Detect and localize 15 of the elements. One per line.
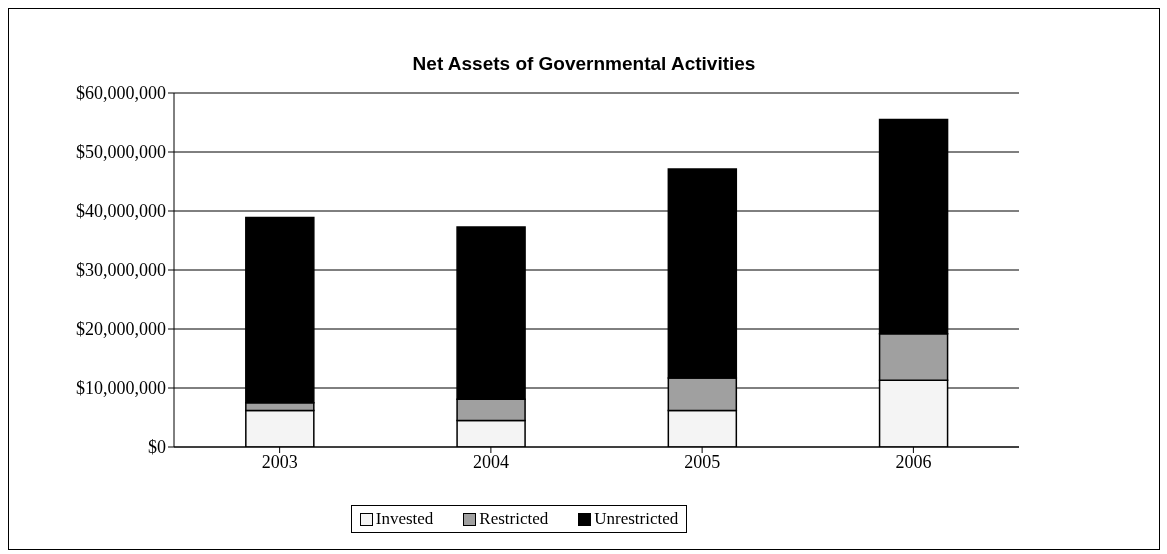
legend-label: Restricted: [478, 509, 549, 529]
y-tick-label: $30,000,000: [76, 260, 166, 281]
x-tick-label: 2004: [472, 451, 509, 472]
y-tick-label: $0: [148, 437, 166, 458]
y-tick-label: $20,000,000: [76, 319, 166, 340]
legend-label: Invested: [374, 509, 434, 529]
y-tick-label: $40,000,000: [76, 201, 166, 222]
x-tick-label: 2005: [684, 451, 721, 472]
y-tick-label: $10,000,000: [76, 378, 166, 399]
y-tick-label: $50,000,000: [76, 142, 166, 163]
legend-label: Unrestricted: [593, 509, 679, 529]
chart-title: Net Assets of Governmental Activities: [411, 52, 757, 76]
x-tick-label: 2006: [895, 451, 932, 472]
x-tick-label: 2003: [261, 451, 298, 472]
y-tick-label: $60,000,000: [76, 83, 166, 104]
